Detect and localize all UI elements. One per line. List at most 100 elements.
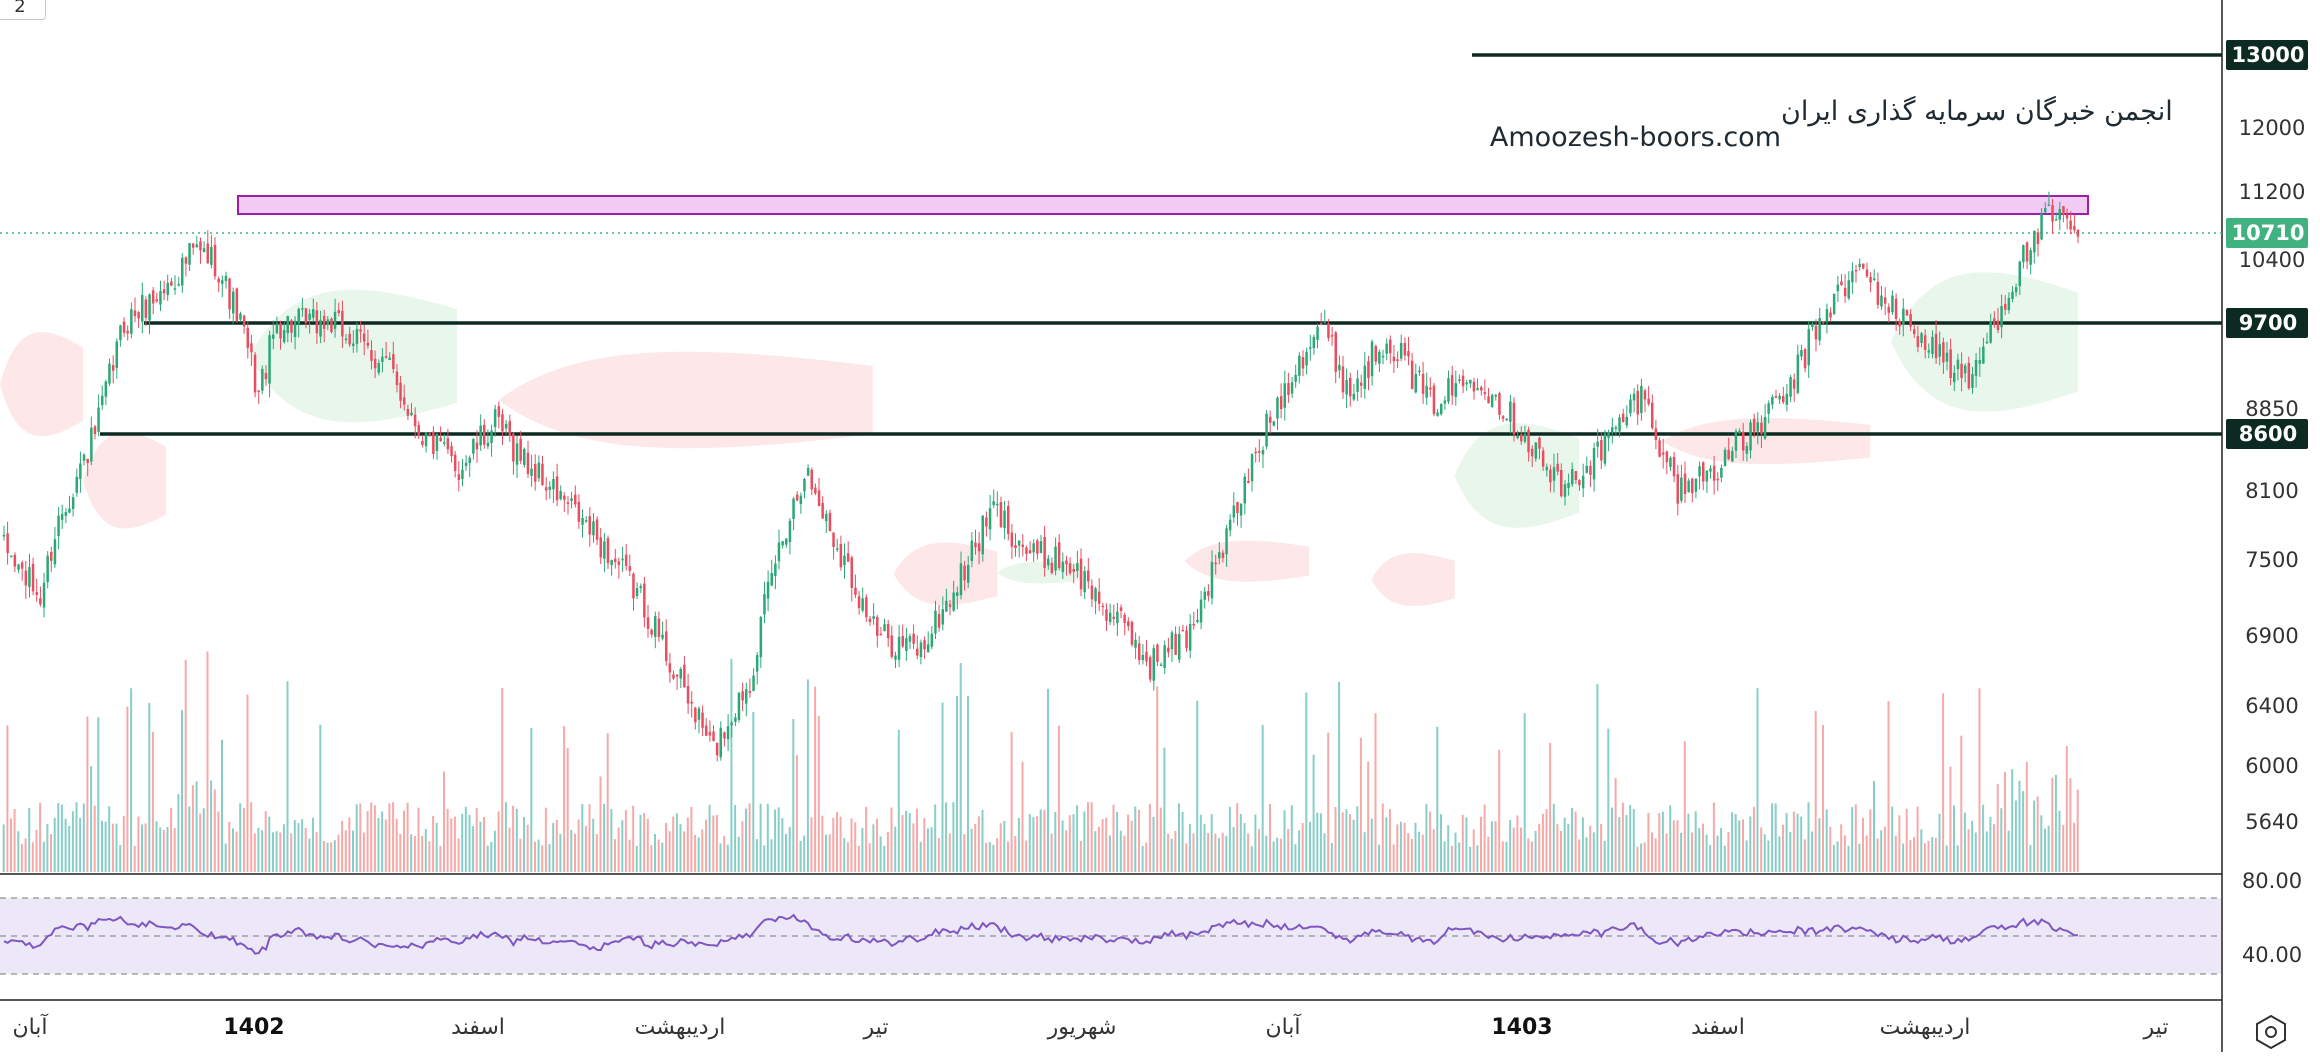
candle-body [675, 674, 679, 677]
volume-bar [1530, 841, 1533, 872]
candle-body [232, 291, 235, 314]
candle-body [577, 501, 581, 522]
volume-bar [734, 804, 737, 872]
candle-body [1210, 561, 1214, 599]
volume-bar [432, 815, 435, 872]
resistance-zone[interactable] [237, 195, 2089, 215]
candle-body [155, 299, 158, 302]
volume-bar [421, 836, 424, 872]
volume-bar [315, 832, 318, 872]
volume-bar [1760, 827, 1763, 872]
cloud-segment-8 [1454, 423, 1580, 528]
volume-bar [1752, 806, 1755, 872]
volume-bar [373, 805, 376, 872]
volume-bar [1829, 826, 1832, 872]
volume-bar [2011, 769, 2014, 872]
volume-bar [344, 830, 347, 872]
candle-body [75, 476, 78, 493]
volume-bar [1680, 832, 1683, 872]
volume-bar [621, 820, 624, 872]
candle-body [686, 686, 690, 704]
volume-bar [683, 831, 686, 872]
volume-bar [726, 844, 729, 872]
candle-body [894, 655, 897, 660]
candle-body [264, 373, 268, 379]
candle-body [1702, 462, 1705, 482]
volume-bar [1370, 818, 1373, 872]
candle-body [1960, 363, 1963, 378]
candle-body [1396, 359, 1399, 362]
volume-bar [71, 811, 74, 872]
volume-bar [799, 840, 802, 872]
candle-body [490, 430, 493, 443]
candle-body [1090, 585, 1094, 600]
volume-bar [959, 663, 962, 872]
volume-bar [257, 827, 260, 872]
volume-bar [832, 817, 835, 872]
volume-bar [639, 815, 642, 872]
volume-bar [1294, 844, 1297, 872]
volume-bar [1480, 816, 1482, 872]
candle-body [2018, 261, 2021, 287]
candle-body [1076, 563, 1079, 571]
candle-body [1228, 519, 1232, 531]
candle-body [1974, 360, 1978, 376]
volume-bar [1636, 846, 1639, 872]
volume-bar [999, 823, 1002, 872]
candle-body [843, 555, 846, 566]
time-axis[interactable]: آبان 1402 اسفند اردیبهشت تیر شهریور آبان 1403 اس… [12, 1013, 2168, 1040]
cloud-segment-1 [83, 432, 167, 529]
volume-bar [1963, 812, 1966, 872]
candle-body [475, 442, 479, 450]
volume-bar [155, 821, 158, 872]
volume-bar [1556, 824, 1559, 872]
candle-body [1683, 473, 1687, 494]
candle-body [406, 409, 410, 416]
volume-bar [1148, 803, 1151, 872]
candle-body [1352, 393, 1356, 400]
volume-bar [1174, 831, 1177, 872]
volume-bar [774, 809, 777, 872]
candle-body [872, 616, 875, 619]
candle-body [1560, 470, 1563, 497]
volume-bar [31, 842, 34, 872]
candle-body [537, 462, 541, 479]
candle-body [956, 592, 959, 596]
cloud-segment-7 [1371, 553, 1455, 607]
volume-bar [1054, 812, 1057, 872]
candle-body [1112, 616, 1115, 619]
volume-bar [1898, 815, 1901, 872]
top-left-label[interactable]: 2 [0, 0, 46, 20]
support-resistance-lines[interactable] [0, 53, 2222, 436]
candle-body [1072, 569, 1075, 572]
volume-bar [57, 802, 60, 872]
candle-body [1309, 347, 1312, 349]
volume-bar [595, 834, 598, 872]
volume-bar [1931, 837, 1934, 872]
volume-bar [1279, 838, 1282, 872]
candle-body [184, 257, 188, 264]
settings-icon[interactable] [2256, 1014, 2286, 1050]
volume-bar [304, 828, 307, 872]
volume-bar [35, 829, 38, 872]
price-badge-label: 9700 [2239, 311, 2297, 335]
candle-body [977, 543, 981, 552]
candle-body [297, 308, 300, 324]
volume-bar [1658, 813, 1661, 872]
candle-body [1876, 281, 1880, 305]
volume-bar [119, 844, 122, 872]
volume-bar [937, 837, 940, 872]
volume-bar [1374, 713, 1377, 872]
volume-bar [843, 838, 846, 872]
volume-bar [1316, 812, 1319, 872]
volume-bar [457, 838, 460, 872]
volume-bar [1454, 832, 1457, 872]
volume-bar [1319, 813, 1322, 872]
volume-bar [1079, 841, 1082, 872]
volume-bar [330, 842, 333, 872]
volume-bar [384, 819, 387, 872]
volume-bar [1265, 835, 1268, 872]
volume-bar [1858, 843, 1861, 872]
